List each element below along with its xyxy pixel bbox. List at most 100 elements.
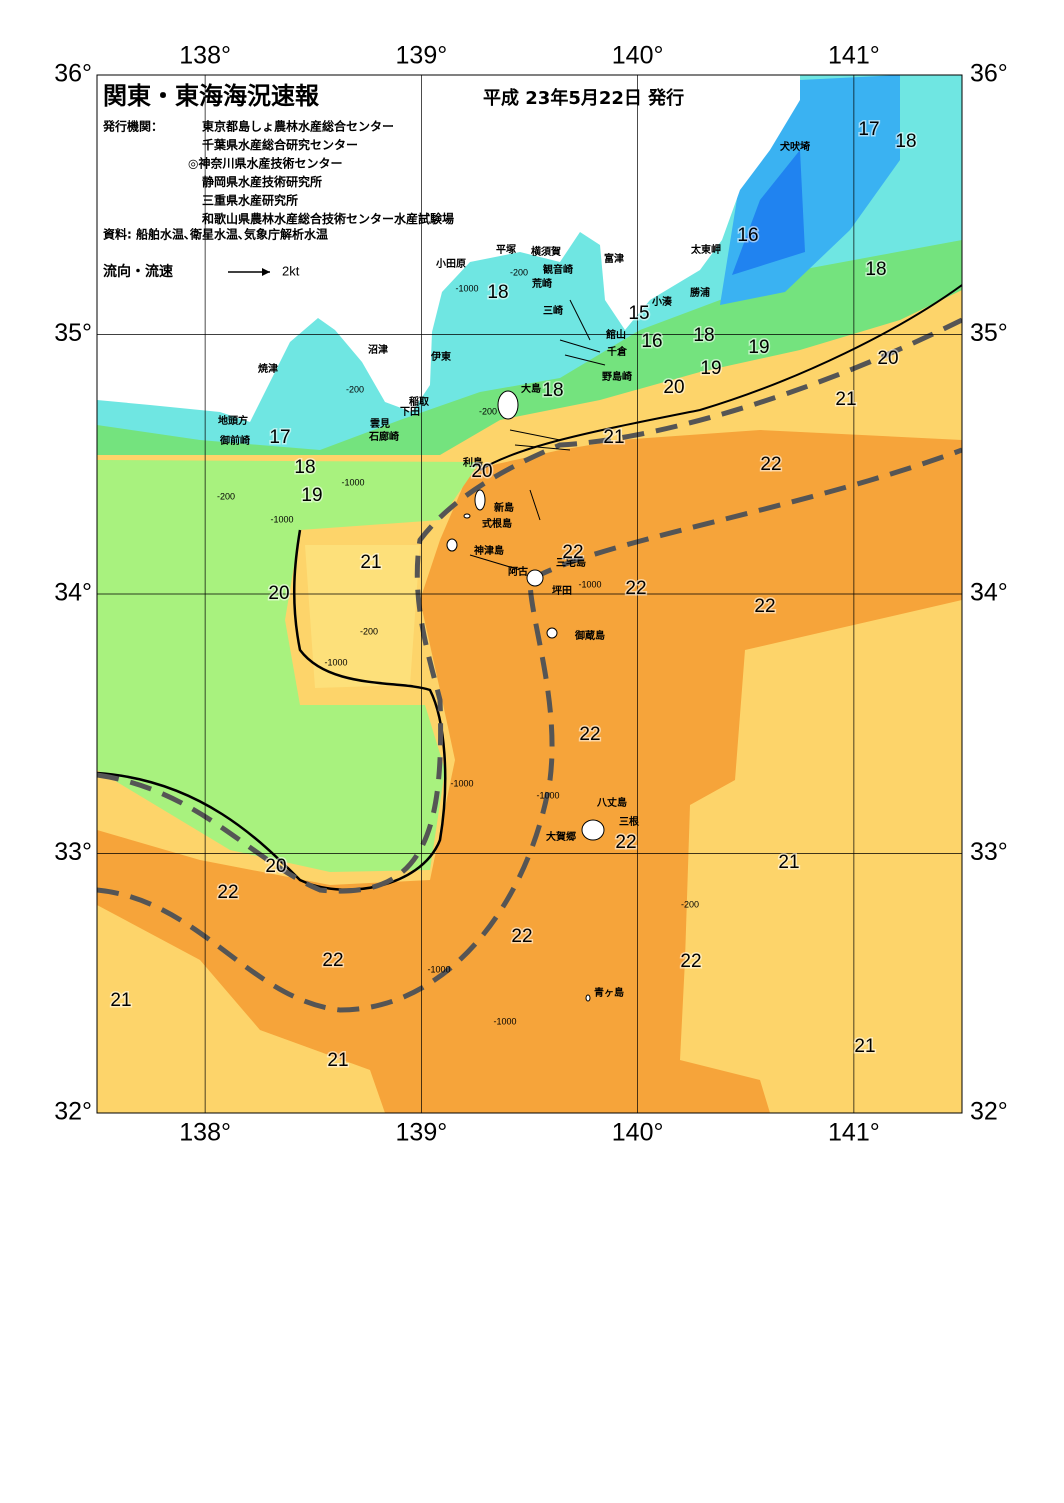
kuroshio-axis <box>97 317 962 894</box>
place-name: 神津島 <box>474 544 504 557</box>
lat-tick-label: 36° <box>54 60 92 88</box>
isotherm-label: 22 <box>754 596 775 617</box>
depth-label: -200 <box>479 406 497 416</box>
place-name: 太東岬 <box>690 243 721 256</box>
isotherm-label: 18 <box>294 457 315 478</box>
land <box>97 75 800 422</box>
isotherm-label: 20 <box>877 348 898 369</box>
isotherm-label: 21 <box>327 1050 348 1071</box>
place-name: 小湊 <box>651 295 673 308</box>
lat-tick-label: 35° <box>54 319 92 347</box>
lat-tick-label: 33° <box>970 838 1008 866</box>
depth-label: -1000 <box>341 477 364 487</box>
issuer: 三重県水産研究所 <box>202 193 298 208</box>
place-name: 伊東 <box>430 350 451 363</box>
isotherm-label: 20 <box>471 461 492 482</box>
legend-scale: 2kt <box>282 263 300 278</box>
place-name: 富津 <box>604 252 624 265</box>
lat-tick-label: 34° <box>970 579 1008 607</box>
isotherm-label: 21 <box>854 1036 875 1057</box>
isotherm-label: 20 <box>265 856 286 877</box>
depth-label: -1000 <box>427 964 450 974</box>
place-name: 犬吠埼 <box>780 140 810 153</box>
depth-label: -200 <box>510 267 528 277</box>
legend-arrowhead <box>262 268 270 276</box>
place-name: 石廊崎 <box>368 430 399 443</box>
issuer: 静岡県水産技術研究所 <box>202 174 322 189</box>
depth-label: -200 <box>217 491 235 501</box>
issuer-label: 発行機関： <box>102 119 163 134</box>
isotherm-label: 21 <box>360 552 381 573</box>
place-name: 御前崎 <box>219 434 250 447</box>
lon-tick-label: 140° <box>612 42 664 70</box>
isotherm-label: 22 <box>511 926 532 947</box>
place-name: 館山 <box>605 328 626 341</box>
depth-label: -1000 <box>324 657 347 667</box>
place-name: 利島 <box>463 456 483 469</box>
place-name: 新島 <box>494 501 514 514</box>
lat-tick-label: 35° <box>970 319 1008 347</box>
issuer: 東京都島しょ農林水産総合センター <box>202 119 394 134</box>
place-name: 式根島 <box>482 517 512 530</box>
place-name: 沼津 <box>368 343 388 356</box>
place-name: 坪田 <box>552 584 572 597</box>
isotherm-label: 22 <box>579 724 600 745</box>
isotherm-label: 18 <box>542 380 563 401</box>
depth-label: -1000 <box>493 1016 516 1026</box>
isotherm-label: 22 <box>615 832 636 853</box>
isotherm-label: 21 <box>778 852 799 873</box>
depth-label: -1000 <box>578 579 601 589</box>
depth-label: -1000 <box>536 790 559 800</box>
kuroshio-axis <box>97 447 962 1013</box>
islands <box>446 390 605 1002</box>
isotherm-label: 19 <box>748 337 769 358</box>
zone-20 <box>97 460 480 872</box>
isotherm-label: 21 <box>835 389 856 410</box>
isotherm-label: 22 <box>625 578 646 599</box>
issue-date: 平成 23年5月22日 発行 <box>483 87 684 109</box>
place-name: 野島崎 <box>602 370 632 383</box>
place-name: 御蔵島 <box>574 629 605 642</box>
isotherm-label: 15 <box>628 303 649 324</box>
place-name: 焼津 <box>258 362 278 375</box>
isotherm-label: 18 <box>487 282 508 303</box>
lat-tick-label: 36° <box>970 60 1008 88</box>
place-name: 勝浦 <box>690 286 710 299</box>
depth-label: -200 <box>681 899 699 909</box>
lon-tick-label: 141° <box>828 1119 880 1147</box>
isotherm-label: 21 <box>603 427 624 448</box>
isotherm-label: 19 <box>301 485 322 506</box>
place-name: 青ヶ島 <box>594 986 624 999</box>
place-name: 稲取 <box>409 395 430 408</box>
lon-tick-label: 139° <box>396 42 448 70</box>
place-name: 千倉 <box>607 345 628 358</box>
isotherm-20 <box>97 529 447 891</box>
lon-tick-label: 141° <box>828 42 880 70</box>
place-name: 阿古 <box>508 565 528 578</box>
depth-label: -1000 <box>455 283 478 293</box>
place-name: 三宅島 <box>556 556 586 569</box>
isotherm-label: 22 <box>760 454 781 475</box>
depth-label: -200 <box>346 384 364 394</box>
place-name: 雲見 <box>370 418 390 430</box>
lon-tick-label: 138° <box>179 1119 231 1147</box>
isotherm-label: 22 <box>680 951 701 972</box>
isotherm-label: 19 <box>700 358 721 379</box>
isotherm-label: 22 <box>562 542 583 563</box>
isotherm-label: 17 <box>269 427 290 448</box>
place-name: 地頭方 <box>218 414 248 427</box>
zone-21-patch <box>305 545 420 688</box>
place-name: 観音崎 <box>543 263 573 276</box>
isotherm-label: 22 <box>322 950 343 971</box>
issuer: 千葉県水産総合研究センター <box>202 137 358 152</box>
issuer: ◎神奈川県水産技術センター <box>188 156 342 171</box>
place-name: 平塚 <box>496 243 516 256</box>
lon-tick-label: 138° <box>179 42 231 70</box>
lon-tick-label: 140° <box>612 1119 664 1147</box>
zone-22 <box>97 430 962 1113</box>
title: 関東・東海海況速報 <box>103 82 320 110</box>
source: 資料: 船舶水温､衛星水温､気象庁解析水温 <box>103 227 328 242</box>
lon-tick-label: 139° <box>396 1119 448 1147</box>
isotherm-label: 20 <box>663 377 684 398</box>
